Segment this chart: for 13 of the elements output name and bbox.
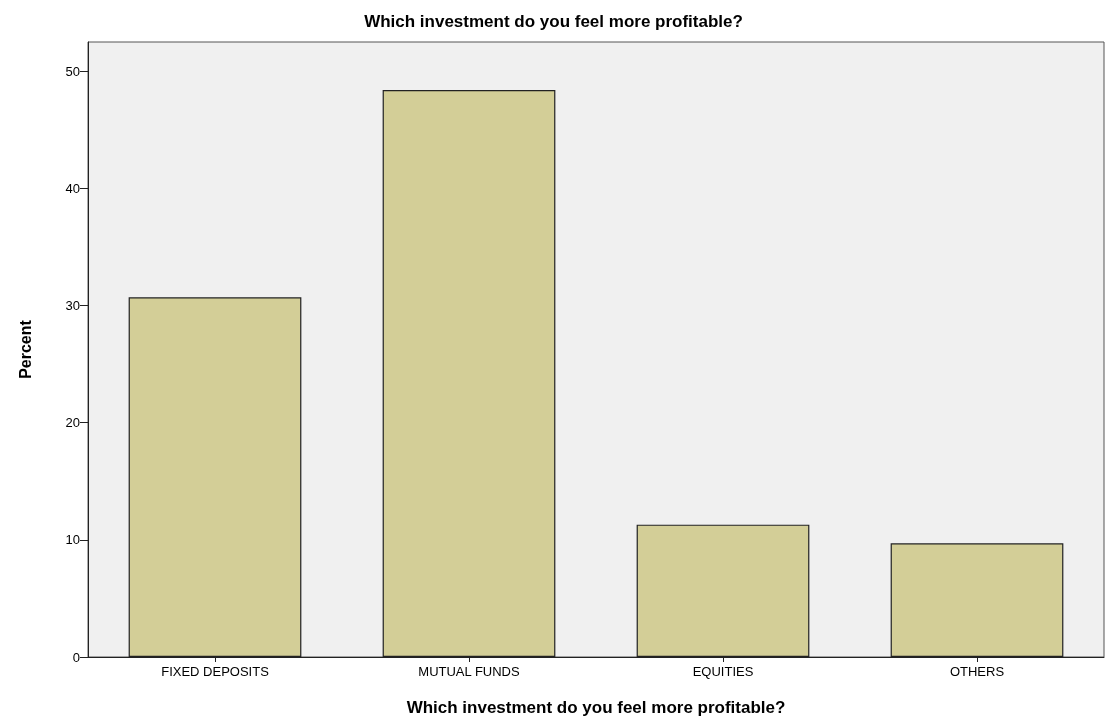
- y-tick-label: 20: [65, 415, 80, 431]
- x-tick-label: EQUITIES: [692, 664, 754, 679]
- x-tick-label: OTHERS: [949, 664, 1005, 679]
- x-axis-title: Which investment do you feel more profitable?: [406, 698, 786, 717]
- y-tick-label: 40: [65, 180, 80, 196]
- y-tick-label: 30: [65, 298, 80, 314]
- chart-title: Which investment do you feel more profitable?: [364, 12, 743, 31]
- y-tick-label: 10: [65, 532, 80, 548]
- x-tick-label: FIXED DEPOSITS: [161, 664, 270, 679]
- x-tick-label: MUTUAL FUNDS: [418, 664, 520, 679]
- y-tick-label: 50: [65, 63, 80, 79]
- y-tick-label: 0: [72, 649, 80, 665]
- y-axis-title: Percent: [16, 319, 34, 379]
